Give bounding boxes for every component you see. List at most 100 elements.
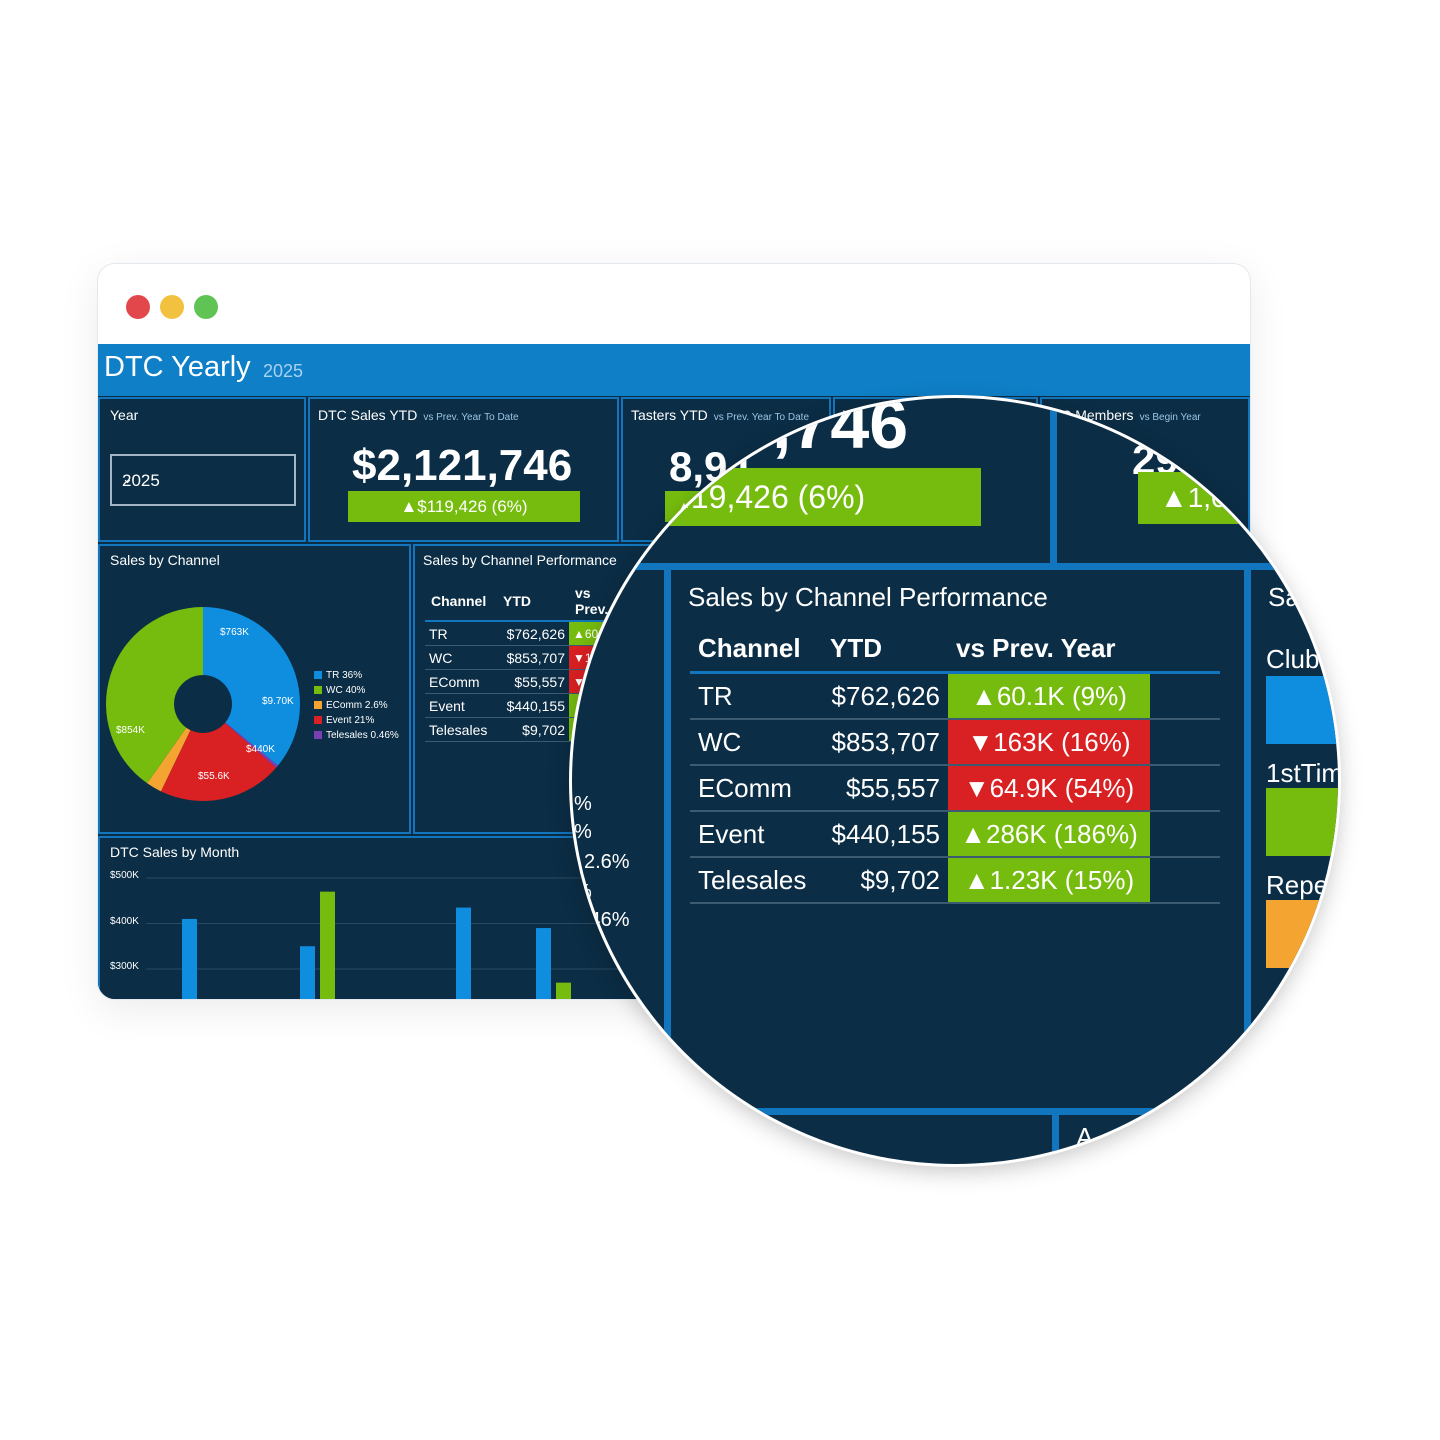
lens-table-row[interactable]: WC $853,707 ▼163K (16%) <box>690 719 1220 766</box>
sales-ytd-delta: ▲$119,426 (6%) <box>348 491 580 522</box>
legend-item-event[interactable]: Event 21% <box>314 715 374 726</box>
legend-item-wc[interactable]: WC 40% <box>314 685 365 696</box>
lens-cell-ytd: $9,702 <box>822 857 948 904</box>
lens-cell-channel: Event <box>690 811 822 858</box>
pie-slice-label: $9.70K <box>262 696 294 707</box>
month-bar[interactable] <box>182 918 197 1000</box>
lens-cell-channel: EComm <box>690 765 822 812</box>
lens-legend-fragment: % <box>574 881 592 903</box>
lens-divider <box>1052 1115 1059 1164</box>
lens-col-ytd: YTD <box>822 626 948 674</box>
lens-cell-vs-prev: ▲1.23K (15%) <box>948 857 1150 904</box>
legend-label: TR 36% <box>326 670 363 681</box>
tasters-ytd-title: Tasters YTD vs Prev. Year To Date <box>631 407 810 423</box>
legend-label: Telesales 0.46% <box>326 730 399 741</box>
lens-cell-vs-prev: ▼163K (16%) <box>948 719 1150 766</box>
month-bar[interactable] <box>300 946 315 1000</box>
lens-side-label-club: Club <box>1266 644 1320 674</box>
y-tick-400k: $400K <box>110 916 139 927</box>
month-bar[interactable] <box>556 982 571 1000</box>
legend-label: WC 40% <box>326 685 366 696</box>
sales-by-month-chart <box>146 877 658 1000</box>
sales-by-month-title: DTC Sales by Month <box>110 844 240 860</box>
pie-slice-label: $854K <box>116 725 145 736</box>
cell-ytd: $853,707 <box>497 645 569 670</box>
month-bar[interactable] <box>536 928 551 1000</box>
lens-cell-ytd: $762,626 <box>822 672 948 720</box>
cell-ytd: $440,155 <box>497 693 569 718</box>
sales-by-channel-panel: Sales by Channel $763K $9.70K $440K $55.6K $… <box>98 544 411 834</box>
cell-channel: WC <box>425 645 497 670</box>
month-bar[interactable] <box>320 891 335 1000</box>
col-channel: Channel <box>425 582 497 622</box>
sales-ytd-title: DTC Sales YTD vs Prev. Year To Date <box>318 407 519 423</box>
lens-cell-ytd: $440,155 <box>822 811 948 858</box>
dashboard-year: 2025 <box>263 361 304 381</box>
lens-divider <box>572 563 1338 570</box>
lens-right-delta: ▲1,0 <box>1138 472 1338 524</box>
lens-divider <box>1244 570 1251 1164</box>
cell-channel: EComm <box>425 669 497 694</box>
lens-legend-fragment: 2.6% <box>584 851 630 873</box>
lens-performance-title: Sales by Channel Performance <box>688 582 1048 612</box>
sales-by-channel-title: Sales by Channel <box>110 552 220 568</box>
magnifier-lens: ,746 8,91 ▲19,426 (6%) 29 ▲1,0 %% 2.6%% .4… <box>572 398 1338 1164</box>
lens-cell-spacer <box>1150 857 1220 904</box>
lens-cell-ytd: $853,707 <box>822 719 948 766</box>
pie-slice-telesales[interactable] <box>224 722 278 768</box>
year-filter-label: Year <box>110 407 139 423</box>
lens-legend-fragment: % <box>574 793 592 815</box>
sales-by-channel-pie: $763K $9.70K $440K $55.6K $854K <box>106 607 300 801</box>
pie-slice-label: $763K <box>220 627 249 638</box>
lens-club-bar <box>1266 676 1338 744</box>
lens-side-label-first-time: 1stTim <box>1266 758 1338 788</box>
lens-table-row[interactable]: EComm $55,557 ▼64.9K (54%) <box>690 765 1220 812</box>
maximize-window-icon[interactable] <box>194 295 218 319</box>
lens-table-row[interactable]: TR $762,626 ▲60.1K (9%) <box>690 672 1220 720</box>
col-ytd: YTD <box>497 582 569 622</box>
lens-cell-spacer <box>1150 672 1220 720</box>
cell-ytd: $762,626 <box>497 621 569 646</box>
legend-item-ecomm[interactable]: EComm 2.6% <box>314 700 388 711</box>
pie-slice-event[interactable] <box>160 723 277 801</box>
month-bar[interactable] <box>456 907 471 1000</box>
lens-legend-fragment: % <box>574 821 592 843</box>
pie-slice-label: $55.6K <box>198 771 230 782</box>
year-select[interactable]: 2025 ⌄ <box>110 454 296 506</box>
year-filter-panel: Year 2025 ⌄ <box>98 397 306 542</box>
lens-performance-table: Channel YTD vs Prev. Year TR $762,626 ▲60.… <box>690 626 1220 904</box>
minimize-window-icon[interactable] <box>160 295 184 319</box>
lens-cell-spacer <box>1150 811 1220 858</box>
legend-swatch <box>314 716 322 724</box>
lens-cell-channel: TR <box>690 672 822 720</box>
pie-slice-tr[interactable] <box>203 607 300 766</box>
cell-channel: Event <box>425 693 497 718</box>
lens-side-title: Sa <box>1268 582 1300 612</box>
legend-item-tr[interactable]: TR 36% <box>314 670 362 681</box>
lens-first-time-bar <box>1266 788 1338 856</box>
lens-cell-channel: Telesales <box>690 857 822 904</box>
close-window-icon[interactable] <box>126 295 150 319</box>
legend-item-telesales[interactable]: Telesales 0.46% <box>314 730 399 741</box>
lens-table-row[interactable]: Event $440,155 ▲286K (186%) <box>690 811 1220 858</box>
pie-slice-wc[interactable] <box>106 607 203 784</box>
pie-slice-label: $440K <box>246 744 275 755</box>
chevron-down-icon: ⌄ <box>122 471 133 486</box>
sales-ytd-value: $2,121,746 <box>352 441 573 490</box>
year-select-value: 2025 <box>122 471 160 490</box>
lens-cell-spacer <box>1150 719 1220 766</box>
lens-table-row[interactable]: Telesales $9,702 ▲1.23K (15%) <box>690 857 1220 904</box>
cell-ytd: $55,557 <box>497 669 569 694</box>
lens-cell-vs-prev: ▲60.1K (9%) <box>948 672 1150 720</box>
legend-swatch <box>314 671 322 679</box>
lens-cell-vs-prev: ▼64.9K (54%) <box>948 765 1150 812</box>
lens-col-spacer <box>1150 626 1220 674</box>
legend-swatch <box>314 686 322 694</box>
legend-swatch <box>314 731 322 739</box>
sales-by-month-panel: DTC Sales by Month $500K $400K $300K <box>98 836 658 1000</box>
channel-performance-title: Sales by Channel Performance <box>423 552 617 568</box>
lens-repeat-bar <box>1266 900 1338 968</box>
dashboard-title: DTC Yearly <box>104 351 251 383</box>
cell-channel: Telesales <box>425 717 497 742</box>
pie-slice-ecomm[interactable] <box>147 727 191 792</box>
